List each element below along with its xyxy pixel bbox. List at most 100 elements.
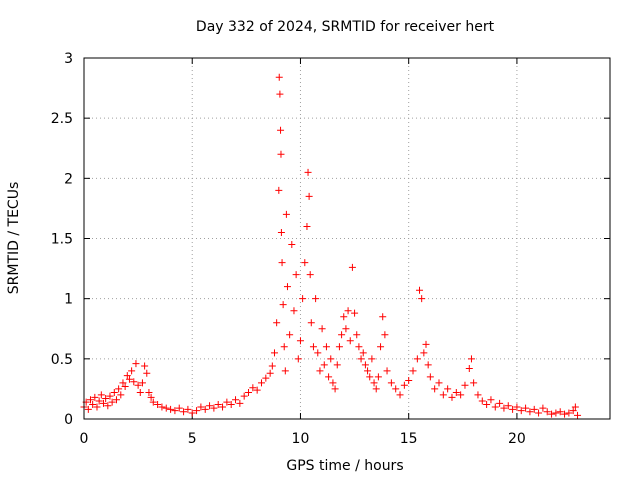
- x-tick-label: 5: [188, 431, 197, 447]
- data-point: [84, 405, 92, 413]
- data-point: [299, 295, 307, 303]
- data-point: [535, 409, 543, 417]
- data-point: [294, 355, 302, 363]
- data-point: [141, 362, 149, 370]
- data-point: [303, 222, 311, 230]
- data-point: [143, 369, 151, 377]
- data-point: [227, 401, 235, 409]
- data-point: [270, 349, 278, 357]
- data-point: [123, 372, 131, 380]
- data-point: [283, 283, 291, 291]
- data-point: [106, 392, 114, 400]
- data-point: [119, 379, 127, 387]
- data-point: [318, 325, 326, 333]
- data-point: [275, 186, 283, 194]
- data-point: [420, 349, 428, 357]
- data-point: [175, 404, 183, 412]
- data-point: [97, 391, 105, 399]
- data-point: [325, 373, 333, 381]
- data-point: [121, 383, 129, 391]
- data-point: [115, 385, 123, 393]
- data-point: [509, 405, 517, 413]
- data-point: [147, 393, 155, 401]
- chart-title: Day 332 of 2024, SRMTID for receiver her…: [196, 19, 495, 35]
- data-point: [491, 403, 499, 411]
- x-tick-label: 0: [80, 431, 89, 447]
- data-point: [102, 395, 110, 403]
- data-point: [108, 398, 116, 406]
- data-point: [418, 295, 426, 303]
- data-point: [565, 409, 573, 417]
- data-point: [327, 355, 335, 363]
- data-point: [130, 378, 138, 386]
- data-point: [273, 319, 281, 327]
- data-point: [444, 385, 452, 393]
- data-point: [474, 391, 482, 399]
- y-axis-label: SRMTID / TECUs: [6, 182, 22, 295]
- data-point: [333, 361, 341, 369]
- y-tick-label: 2.5: [51, 111, 73, 127]
- data-point: [340, 313, 348, 321]
- y-tick-label: 1: [64, 292, 73, 308]
- data-point: [223, 398, 231, 406]
- x-axis-label: GPS time / hours: [286, 458, 403, 474]
- data-point: [286, 331, 294, 339]
- data-point: [110, 389, 118, 397]
- data-point: [91, 393, 99, 401]
- data-point: [281, 367, 289, 375]
- data-point: [379, 313, 387, 321]
- data-point: [470, 379, 478, 387]
- data-point: [465, 364, 473, 372]
- data-point: [422, 340, 430, 348]
- data-point: [457, 391, 465, 399]
- data-point: [158, 403, 166, 411]
- data-point: [292, 271, 300, 279]
- data-point: [197, 403, 205, 411]
- data-point: [338, 331, 346, 339]
- data-point: [125, 375, 133, 383]
- data-point: [543, 408, 551, 416]
- data-point: [400, 381, 408, 389]
- data-point: [424, 361, 432, 369]
- y-tick-label: 0.5: [51, 352, 73, 368]
- data-point: [253, 386, 261, 394]
- data-point: [561, 410, 569, 418]
- data-point: [245, 389, 253, 397]
- data-point: [344, 307, 352, 315]
- data-point: [355, 343, 363, 351]
- data-point: [396, 391, 404, 399]
- data-point: [556, 408, 564, 416]
- data-point: [201, 405, 209, 413]
- data-point: [128, 367, 136, 375]
- data-point: [361, 361, 369, 369]
- data-point: [368, 355, 376, 363]
- data-point: [353, 331, 361, 339]
- data-point: [307, 319, 315, 327]
- data-point: [569, 407, 577, 415]
- data-point: [329, 379, 337, 387]
- data-point: [279, 301, 287, 309]
- data-point: [290, 307, 298, 315]
- data-point: [193, 407, 201, 415]
- data-point: [268, 362, 276, 370]
- data-point: [478, 397, 486, 405]
- data-point: [149, 398, 157, 406]
- data-point: [342, 325, 350, 333]
- data-point: [530, 405, 538, 413]
- y-tick-label: 0: [64, 412, 73, 428]
- data-point: [387, 379, 395, 387]
- data-point: [517, 407, 525, 415]
- y-tick-label: 2: [64, 171, 73, 187]
- data-points: [80, 73, 582, 419]
- data-point: [461, 381, 469, 389]
- data-point: [276, 90, 284, 98]
- data-point: [426, 373, 434, 381]
- data-point: [372, 385, 380, 393]
- data-point: [448, 393, 456, 401]
- data-point: [99, 399, 107, 407]
- data-point: [180, 408, 188, 416]
- data-point: [526, 408, 534, 416]
- data-point: [351, 309, 359, 317]
- data-point: [112, 396, 120, 404]
- data-point: [416, 286, 424, 294]
